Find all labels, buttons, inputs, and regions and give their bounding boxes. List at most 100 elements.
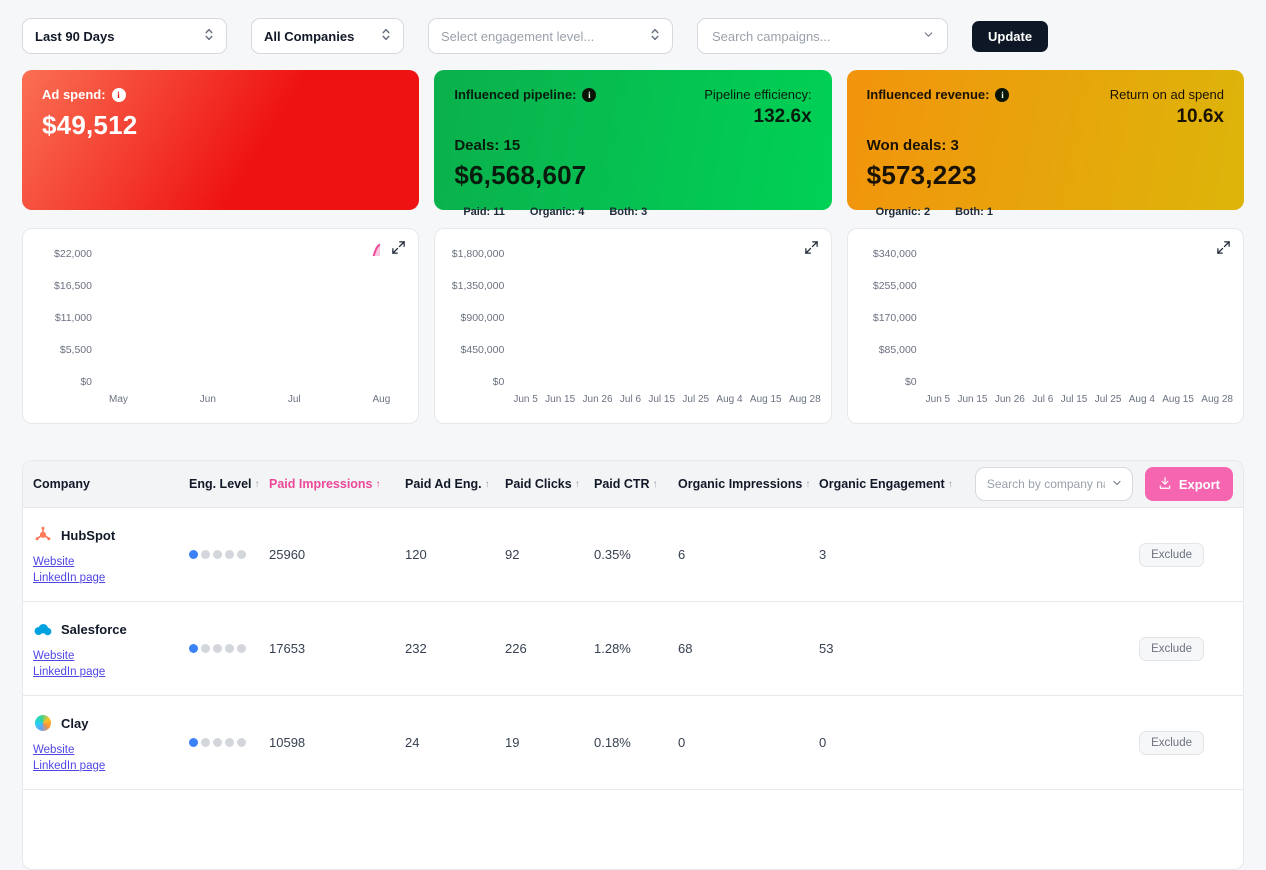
share-icon[interactable] (1189, 240, 1205, 256)
table-row: HubSpot Website LinkedIn page 25960 120 … (23, 508, 1243, 602)
share-icon[interactable] (364, 240, 381, 256)
hubspot-logo (33, 526, 52, 545)
exclude-button[interactable]: Exclude (1139, 636, 1204, 661)
linkedin-page-link[interactable]: LinkedIn page (33, 665, 106, 678)
campaign-search-combobox[interactable] (697, 18, 948, 54)
company-search-box[interactable] (974, 467, 1133, 501)
pipeline-label-row: Influenced pipeline: (454, 87, 597, 102)
company-cell: Clay Website LinkedIn page (33, 710, 189, 776)
salesforce-logo (33, 620, 52, 639)
engagement-level-select[interactable]: Select engagement level... (428, 18, 673, 54)
info-icon[interactable] (111, 87, 126, 102)
revenue-label: Influenced revenue: (866, 87, 990, 102)
website-link[interactable]: Website (33, 555, 75, 568)
col-paid-clicks[interactable]: Paid Clicks ↑ (505, 477, 580, 491)
company-cell: HubSpot Website LinkedIn page (33, 522, 189, 588)
company-name: Salesforce (61, 621, 127, 637)
chart-plot (513, 249, 820, 387)
table-row: Clay Website LinkedIn page 10598 24 19 0… (23, 696, 1243, 790)
campaign-search-input[interactable] (710, 27, 922, 45)
up-down-chevron-icon (381, 27, 391, 45)
y-axis-labels: $22,000 $16,500 $11,000 $5,500 $0 (54, 248, 92, 388)
revenue-label-row: Influenced revenue: (867, 87, 1010, 102)
revenue-badges: Organic: 2 Both: 1 (867, 203, 1224, 221)
date-range-select[interactable]: Last 90 Days (22, 18, 227, 54)
update-button[interactable]: Update (972, 20, 1049, 52)
export-button[interactable]: Export (1144, 467, 1233, 501)
revenue-value: $573,223 (866, 160, 977, 190)
col-paid-impressions[interactable]: Paid Impressions ↑ (269, 477, 381, 491)
download-icon (1158, 476, 1172, 493)
ad-spend-value: $49,512 (42, 110, 138, 140)
col-organic-impressions[interactable]: Organic Impressions ↑ (678, 477, 811, 491)
organic-impressions-value: 68 (678, 641, 693, 656)
info-icon[interactable] (582, 87, 597, 102)
col-paid-ad-eng[interactable]: Paid Ad Eng. ↑ (405, 477, 490, 491)
sort-arrow-icon: ↑ (947, 478, 953, 490)
paid-ctr-value: 0.35% (594, 547, 631, 562)
pipeline-deals: Deals: 15 (454, 137, 521, 154)
company-cell: Salesforce Website LinkedIn page (33, 616, 189, 682)
engagement-level-dots (189, 550, 269, 559)
up-down-chevron-icon (650, 27, 660, 45)
pipeline-label: Influenced pipeline: (454, 87, 577, 102)
companies-select[interactable]: All Companies (251, 18, 404, 54)
engagement-level-dots (189, 644, 269, 653)
company-table: Company Eng. Level ↑ Paid Impressions ↑ Pa… (22, 460, 1244, 870)
paid-clicks-value: 19 (505, 735, 520, 750)
pipeline-efficiency-label: Pipeline efficiency: (704, 87, 812, 102)
exclude-button[interactable]: Exclude (1139, 542, 1204, 567)
organic-badge: Organic: 4 (529, 206, 585, 218)
paid-badge: Paid: 11 (463, 206, 505, 218)
exclude-button[interactable]: Exclude (1139, 730, 1204, 755)
engagement-level-dots (189, 738, 269, 747)
ad-spend-label: Ad spend: (42, 87, 106, 102)
organic-engagement-value: 3 (819, 547, 827, 562)
paid-ctr-value: 1.28% (594, 641, 631, 656)
paid-ctr-value: 0.18% (594, 735, 631, 750)
paid-impressions-value: 17653 (269, 641, 306, 656)
ad-spend-card: Ad spend: $49,512 (22, 70, 420, 210)
linkedin-page-link[interactable]: LinkedIn page (33, 571, 106, 584)
date-range-value: Last 90 Days (35, 28, 115, 44)
pipeline-value: $6,568,607 (454, 160, 587, 190)
influenced-pipeline-card: Influenced pipeline: Pipeline efficiency… (434, 70, 832, 218)
col-eng-level[interactable]: Eng. Level ↑ (189, 477, 260, 491)
chart-plot (101, 249, 408, 387)
clay-logo (33, 714, 52, 733)
roas-value: 10.6x (1176, 106, 1224, 127)
pipeline-badges: Paid: 11 Organic: 4 Both: 3 (454, 203, 811, 221)
filter-bar: Last 90 Days All Companies Select engage… (22, 18, 1244, 54)
website-link[interactable]: Website (33, 649, 75, 662)
col-paid-ctr[interactable]: Paid CTR ↑ (594, 477, 658, 491)
y-axis-labels: $340,000 $255,000 $170,000 $85,000 $0 (872, 248, 917, 388)
organic-badge: Organic: 2 (875, 206, 931, 218)
organic-impressions-value: 6 (678, 547, 686, 562)
sort-arrow-icon: ↑ (484, 478, 490, 490)
table-header: Company Eng. Level ↑ Paid Impressions ↑ Pa… (23, 461, 1243, 508)
website-link[interactable]: Website (33, 743, 75, 756)
company-name: HubSpot (61, 527, 116, 543)
kpi-row: Ad spend: $49,512 Influenced pipeline: P… (22, 70, 1244, 218)
both-badge: Both: 3 (609, 206, 648, 218)
engagement-level-placeholder: Select engagement level... (441, 28, 595, 44)
expand-icon[interactable] (1216, 240, 1231, 256)
share-icon[interactable] (777, 240, 793, 256)
info-icon[interactable] (995, 87, 1010, 102)
expand-icon[interactable] (804, 240, 819, 256)
col-organic-engagement[interactable]: Organic Engagement ↑ (819, 477, 953, 491)
ad-spend-label-row: Ad spend: (42, 87, 399, 102)
pipeline-efficiency-value: 132.6x (753, 106, 812, 127)
organic-engagement-value: 53 (819, 641, 834, 656)
chevron-down-icon (1111, 477, 1123, 492)
company-search-input[interactable] (984, 476, 1107, 492)
table-row: Salesforce Website LinkedIn page 17653 2… (23, 602, 1243, 696)
expand-icon[interactable] (391, 240, 406, 256)
up-down-chevron-icon (204, 27, 214, 45)
charts-row: $22,000 $16,500 $11,000 $5,500 $0 May Jun Jul A… (22, 228, 1244, 424)
paid-clicks-value: 226 (505, 641, 527, 656)
paid-ad-eng-value: 120 (405, 547, 427, 562)
linkedin-page-link[interactable]: LinkedIn page (33, 759, 106, 772)
